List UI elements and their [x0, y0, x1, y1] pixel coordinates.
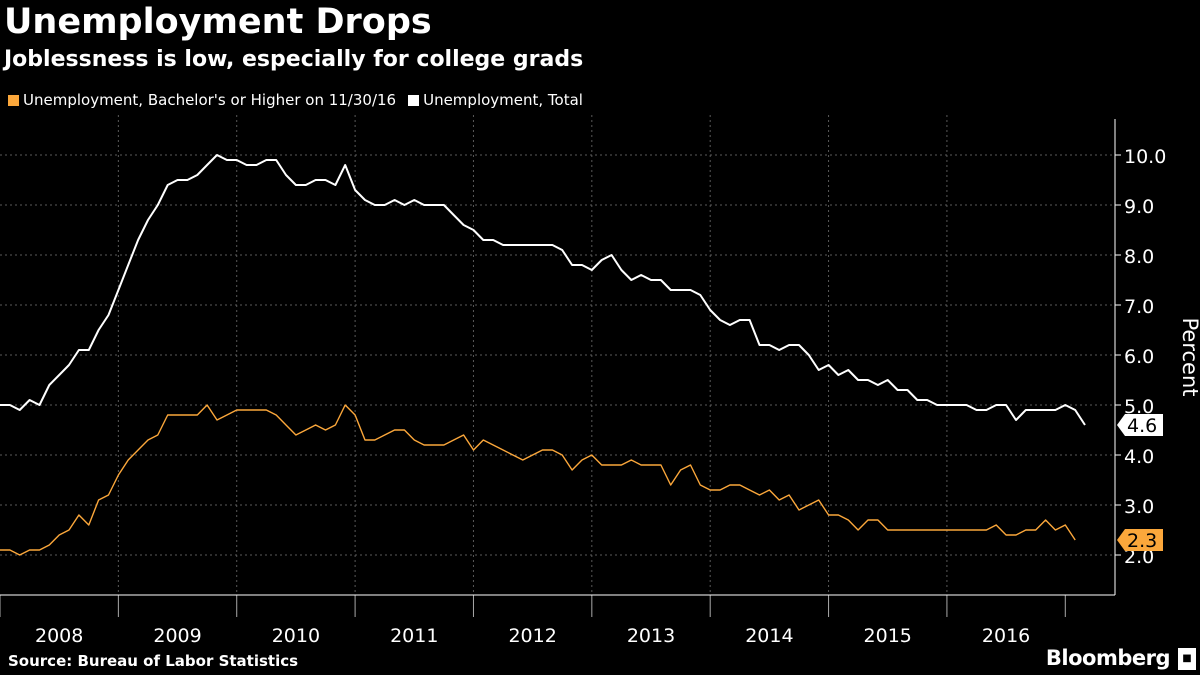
bloomberg-mark-icon: ■: [1178, 648, 1196, 670]
end-tag-total: [1117, 414, 1163, 436]
axes: 2.0 3.0 4.0 5.0 6.0 7.0 8.0 9.0 10.0 2008 2009 2010…: [0, 119, 1166, 645]
grid: [0, 115, 1115, 595]
brand-logo: Bloomberg: [1045, 646, 1171, 670]
legend-label-total: Unemployment, Total: [423, 91, 583, 109]
x-tick-label: 2009: [153, 625, 201, 645]
end-label-bachelor: 2.3: [1127, 530, 1157, 552]
y-tick-label: 6.0: [1124, 346, 1154, 368]
legend: Unemployment, Bachelor's or Higher on 11…: [8, 90, 595, 110]
x-tick-label: 2014: [745, 625, 793, 645]
x-tick-label: 2013: [627, 625, 675, 645]
y-tick-label: 5.0: [1124, 396, 1154, 418]
y-tick-label: 4.0: [1124, 446, 1154, 468]
end-label-total: 4.6: [1127, 415, 1157, 437]
line-chart: 2.0 3.0 4.0 5.0 6.0 7.0 8.0 9.0 10.0 2008 2009 2010…: [0, 115, 1200, 645]
source-note: Source: Bureau of Labor Statistics: [8, 652, 299, 670]
y-tick-label: 2.0: [1124, 546, 1154, 568]
x-tick-label: 2015: [864, 625, 912, 645]
legend-label-bachelor: Unemployment, Bachelor's or Higher on 11…: [23, 91, 397, 109]
y-tick-label: 7.0: [1124, 296, 1154, 318]
x-tick-label: 2008: [35, 625, 83, 645]
y-tick-label: 3.0: [1124, 496, 1154, 518]
series: [0, 154, 1086, 556]
legend-swatch-total: [408, 94, 420, 106]
legend-item-total: Unemployment, Total: [408, 91, 583, 109]
y-tick-label: 9.0: [1124, 196, 1154, 218]
x-tick-label: 2016: [982, 625, 1030, 645]
series-line-bachelor: [0, 404, 1076, 556]
y-tick-label: 10.0: [1124, 146, 1166, 168]
x-tick-label: 2012: [508, 625, 556, 645]
legend-swatch-bachelor: [8, 94, 19, 106]
chart-title: Unemployment Drops: [4, 2, 432, 42]
x-tick-label: 2010: [272, 625, 320, 645]
end-tag-bachelor: [1117, 529, 1163, 551]
x-tick-label: 2011: [390, 625, 438, 645]
y-axis-label: Percent: [1178, 317, 1200, 396]
legend-item-bachelor: Unemployment, Bachelor's or Higher on 11…: [8, 91, 396, 109]
end-labels: 2.3 4.6: [1117, 414, 1163, 552]
y-tick-label: 8.0: [1124, 246, 1154, 268]
chart-subtitle: Joblessness is low, especially for colle…: [4, 47, 584, 72]
series-line-total: [0, 154, 1086, 426]
